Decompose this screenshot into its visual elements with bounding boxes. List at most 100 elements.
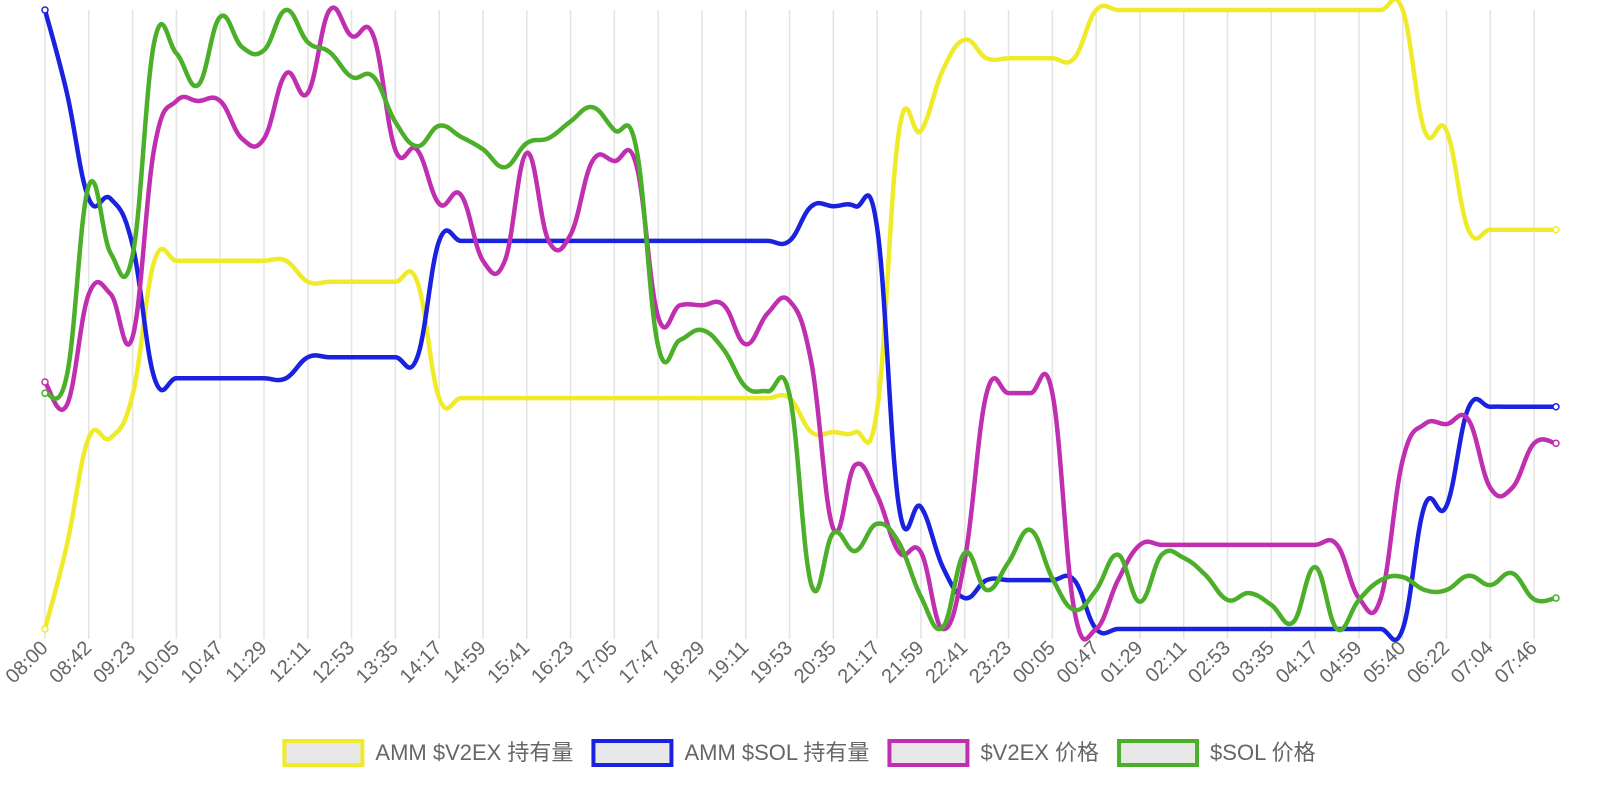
data-point <box>1291 627 1296 631</box>
x-tick-label: 11:29 <box>222 637 272 687</box>
data-point <box>984 588 989 592</box>
x-tick-label: 21:17 <box>834 637 885 688</box>
x-tick-label: 18:29 <box>659 637 710 688</box>
data-point <box>590 159 595 163</box>
data-point <box>678 338 682 342</box>
data-point <box>393 148 398 152</box>
data-point <box>1552 594 1560 602</box>
data-point <box>218 376 222 381</box>
data-point <box>634 146 639 150</box>
data-point <box>809 430 814 434</box>
data-point <box>1138 8 1142 12</box>
data-point <box>962 551 967 555</box>
data-point <box>415 148 420 152</box>
legend-swatch <box>282 739 365 767</box>
data-point <box>1379 596 1383 600</box>
data-point <box>809 204 814 209</box>
x-tick-label: 10:05 <box>133 637 184 688</box>
data-point <box>174 258 179 263</box>
data-point <box>941 625 945 629</box>
data-point <box>1203 8 1208 12</box>
data-point <box>1422 504 1427 508</box>
x-tick-label: 21:59 <box>878 637 929 688</box>
data-point <box>437 396 441 400</box>
x-tick-label: 01:29 <box>1097 637 1148 688</box>
data-point <box>765 389 770 394</box>
data-point <box>108 196 113 201</box>
data-point <box>897 505 901 509</box>
legend-label: AMM $SOL 持有量 <box>684 740 869 765</box>
data-point <box>546 136 551 140</box>
data-point <box>853 549 858 553</box>
data-point <box>656 239 660 243</box>
data-point <box>1335 627 1339 631</box>
legend-item[interactable]: $V2EX 价格 <box>887 739 1099 767</box>
data-point <box>1552 403 1560 411</box>
data-point <box>437 239 441 243</box>
legend-swatch <box>1117 739 1200 767</box>
legend-item[interactable]: AMM $SOL 持有量 <box>591 739 869 767</box>
data-point <box>1247 8 1252 12</box>
data-point <box>590 396 595 400</box>
data-point <box>1225 8 1230 12</box>
data-point <box>1225 543 1230 547</box>
data-point <box>919 128 923 133</box>
data-point <box>634 239 639 243</box>
data-point <box>415 355 420 360</box>
data-point <box>108 292 113 296</box>
data-point <box>41 6 49 14</box>
data-point <box>831 204 836 209</box>
data-point <box>1225 627 1230 631</box>
data-point <box>1291 620 1296 624</box>
x-tick-label: 23:23 <box>965 637 1016 688</box>
data-point <box>1269 8 1274 12</box>
data-point <box>1203 573 1208 577</box>
data-point <box>1028 578 1033 582</box>
data-point <box>437 201 441 206</box>
data-point <box>284 8 288 12</box>
data-point <box>1291 543 1296 547</box>
data-point <box>1400 627 1405 631</box>
x-tick-label: 06:22 <box>1403 637 1454 688</box>
data-point <box>393 279 398 284</box>
data-point <box>919 550 923 555</box>
data-point <box>787 393 792 397</box>
data-point <box>1400 575 1405 579</box>
legend-item[interactable]: $SOL 价格 <box>1117 739 1316 767</box>
data-point <box>327 355 332 360</box>
data-point <box>284 71 288 76</box>
data-point <box>809 583 814 587</box>
data-point <box>743 385 748 389</box>
data-point <box>1050 56 1055 61</box>
data-point <box>765 311 770 316</box>
data-point <box>1072 578 1077 582</box>
x-tick-label: 19:53 <box>746 637 797 688</box>
data-point <box>1072 56 1077 61</box>
data-point <box>1444 588 1449 592</box>
data-point <box>174 51 179 56</box>
data-point <box>371 75 376 79</box>
data-point <box>1247 627 1252 631</box>
data-point <box>240 376 244 381</box>
data-point <box>459 396 463 400</box>
data-point <box>218 15 222 19</box>
data-point <box>1357 627 1361 631</box>
data-point <box>152 376 157 381</box>
data-point <box>524 239 529 243</box>
data-point <box>700 328 704 332</box>
data-point <box>700 396 704 400</box>
legend-swatch <box>887 739 970 767</box>
data-point <box>65 543 69 547</box>
data-point <box>1400 458 1405 462</box>
data-point <box>1444 504 1449 508</box>
legend-item[interactable]: AMM $V2EX 持有量 <box>282 739 573 767</box>
data-point <box>919 505 923 509</box>
legend-swatch <box>591 739 674 767</box>
data-point <box>1138 599 1142 604</box>
data-point <box>524 141 529 145</box>
data-point <box>1181 543 1186 547</box>
x-axis: 08:0008:4209:2310:0510:4711:2912:1112:53… <box>2 637 1542 688</box>
data-point <box>1160 543 1164 547</box>
data-point <box>503 258 507 263</box>
data-point <box>174 99 179 103</box>
